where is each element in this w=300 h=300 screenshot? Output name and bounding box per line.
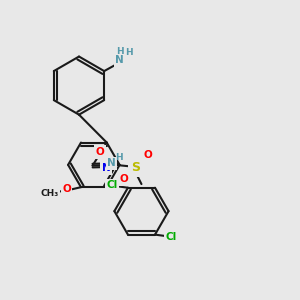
Text: Cl: Cl [106, 180, 118, 190]
Text: O: O [96, 147, 104, 157]
Text: S: S [131, 161, 140, 174]
Text: N: N [102, 163, 111, 173]
Text: O: O [120, 174, 128, 184]
Text: H: H [125, 48, 132, 57]
Text: H: H [116, 47, 124, 56]
Text: O: O [144, 150, 152, 160]
Text: H: H [115, 152, 123, 161]
Text: N: N [107, 158, 116, 168]
Text: Cl: Cl [165, 232, 176, 242]
Text: O: O [62, 184, 71, 194]
Text: CH₃: CH₃ [41, 189, 59, 198]
Text: N: N [115, 55, 124, 65]
